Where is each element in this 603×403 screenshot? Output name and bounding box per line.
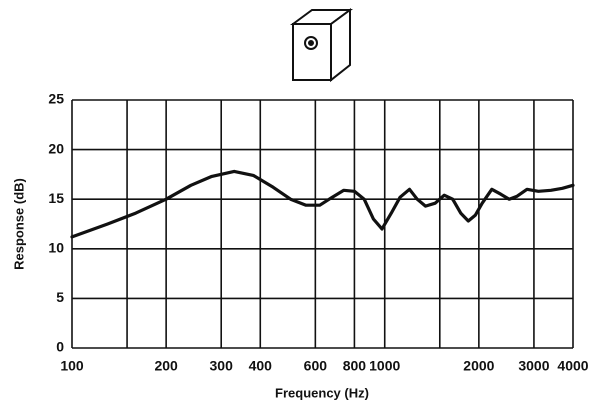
- x-tick-label: 3000: [518, 358, 549, 374]
- y-axis-label: Response (dB): [11, 178, 26, 270]
- chart: Response (dB) Frequency (Hz) 0 5 10 15 20 25 1…: [0, 0, 603, 403]
- x-tick-label: 4000: [557, 358, 588, 374]
- x-tick-label: 800: [343, 358, 367, 374]
- y-tick-label: 15: [48, 190, 64, 206]
- response-curve: [72, 171, 573, 237]
- x-tick-label: 300: [210, 358, 234, 374]
- x-tick-label: 100: [60, 358, 84, 374]
- x-tick-label: 600: [304, 358, 328, 374]
- speaker-icon: [293, 10, 350, 80]
- x-tick-label: 2000: [463, 358, 494, 374]
- y-tick-label: 5: [56, 289, 64, 305]
- x-tick-label: 400: [249, 358, 273, 374]
- y-tick-label: 0: [56, 339, 64, 355]
- x-axis-label: Frequency (Hz): [275, 385, 369, 400]
- x-tick-label: 1000: [369, 358, 400, 374]
- y-tick-label: 10: [48, 240, 64, 256]
- x-tick-label: 200: [154, 358, 178, 374]
- y-tick-label: 20: [48, 140, 64, 156]
- y-tick-label: 25: [48, 91, 64, 107]
